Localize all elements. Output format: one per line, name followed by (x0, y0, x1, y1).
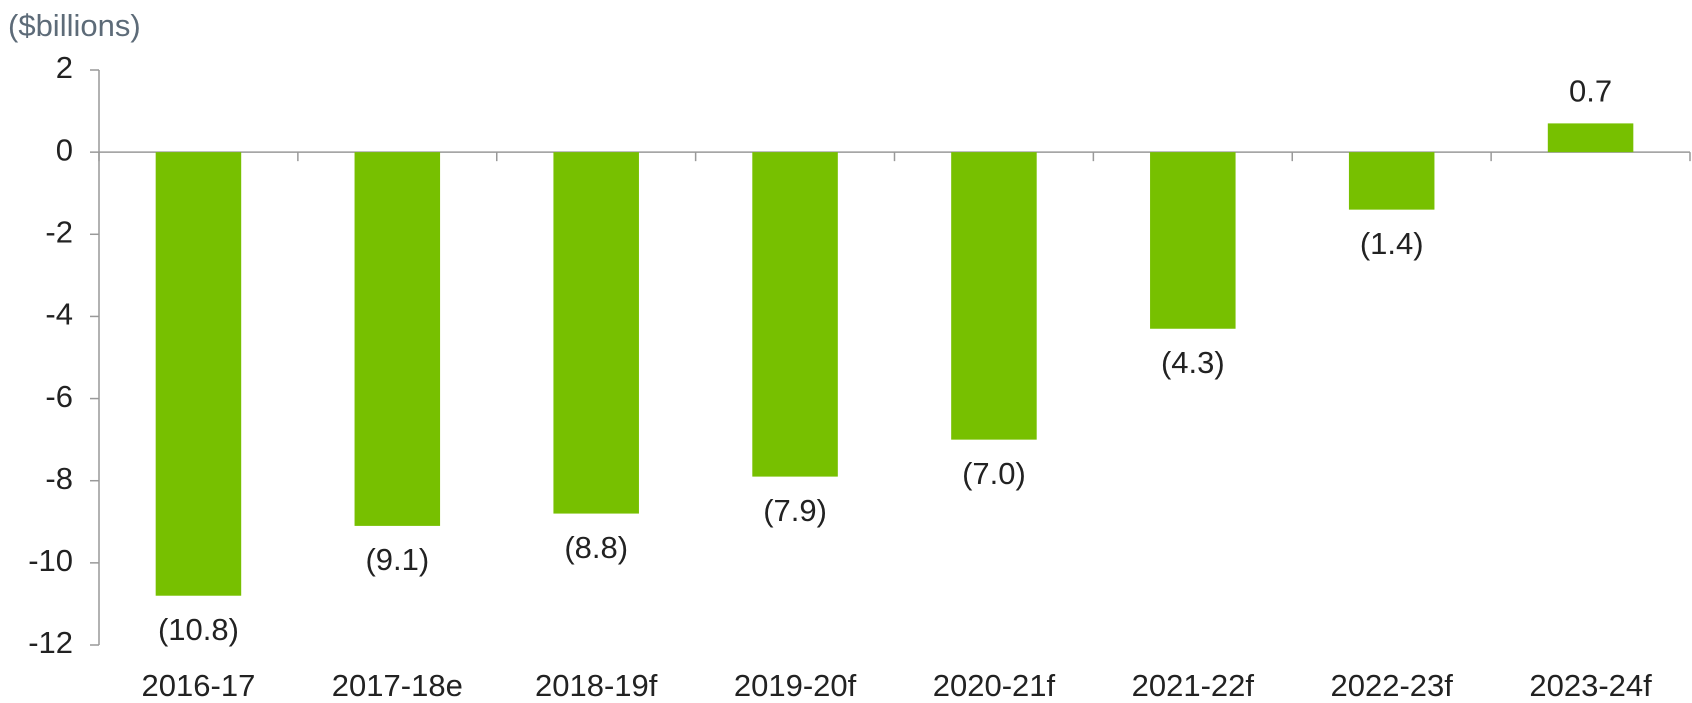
bar (1348, 152, 1435, 210)
value-label: 0.7 (1569, 74, 1612, 109)
y-tick-label: 2 (56, 50, 73, 85)
value-label: (10.8) (158, 612, 239, 647)
bar (354, 152, 441, 526)
x-tick-label: 2017-18e (332, 668, 463, 703)
bar (1150, 152, 1236, 329)
bar (1547, 123, 1634, 153)
value-label: (7.9) (763, 493, 827, 528)
x-tick-label: 2016-17 (142, 668, 256, 703)
value-label: (9.1) (365, 542, 429, 577)
value-label: (7.0) (962, 456, 1026, 491)
bar (155, 152, 242, 596)
x-tick-label: 2018-19f (535, 668, 658, 703)
y-tick-label: -6 (45, 379, 73, 414)
value-label: (1.4) (1360, 226, 1424, 261)
y-tick-label: -12 (28, 625, 73, 660)
x-tick-label: 2019-20f (734, 668, 857, 703)
x-tick-label: 2023-24f (1529, 668, 1652, 703)
bar (951, 152, 1037, 440)
y-tick-label: 0 (56, 132, 73, 167)
y-tick-label: -10 (28, 543, 73, 578)
bar (752, 152, 838, 477)
x-tick-label: 2022-23f (1330, 668, 1453, 703)
value-label: (8.8) (564, 530, 628, 565)
value-label: (4.3) (1161, 345, 1225, 380)
x-tick-label: 2021-22f (1132, 668, 1255, 703)
y-tick-label: -2 (45, 214, 73, 249)
bar (553, 152, 639, 514)
y-tick-label: -4 (45, 297, 73, 332)
y-axis-label: ($billions) (8, 8, 141, 43)
x-tick-label: 2020-21f (933, 668, 1056, 703)
y-tick-label: -8 (45, 461, 73, 496)
